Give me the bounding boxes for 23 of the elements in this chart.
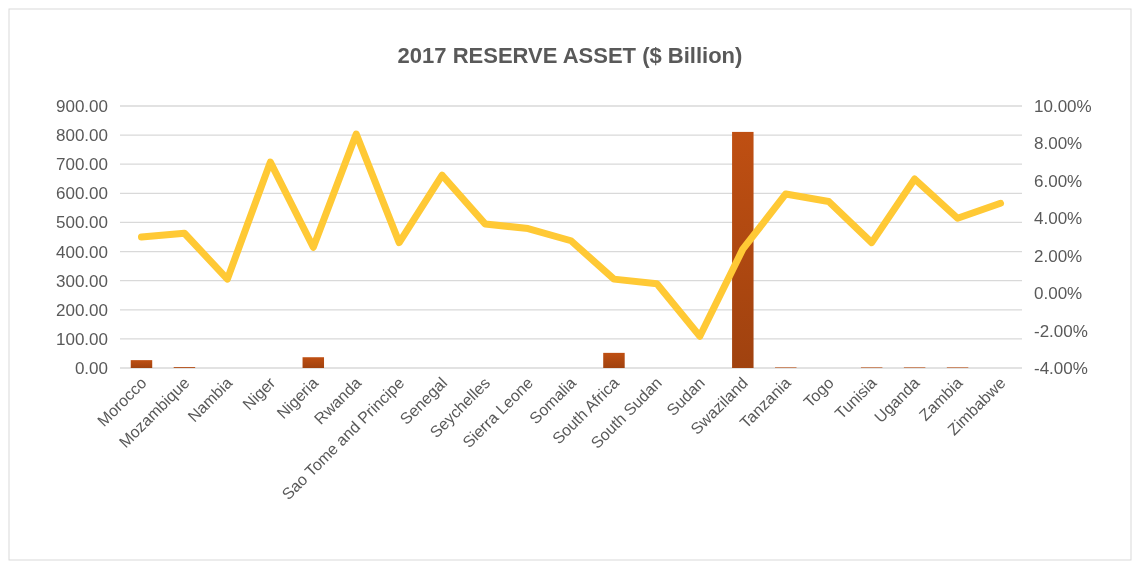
bar	[603, 352, 625, 368]
bar	[732, 131, 754, 368]
y2-tick-label: 10.00%	[1034, 96, 1092, 116]
y2-tick-label: 2.00%	[1034, 246, 1083, 266]
y2-tick-label: 4.00%	[1034, 209, 1083, 229]
y-tick-label: 900.00	[56, 96, 108, 116]
y2-tick-label: 0.00%	[1034, 284, 1083, 304]
y-tick-label: 600.00	[56, 184, 108, 204]
y-tick-label: 700.00	[56, 155, 108, 175]
y-tick-label: 200.00	[56, 300, 108, 320]
y2-tick-label: 6.00%	[1034, 171, 1083, 191]
y2-tick-label: -4.00%	[1034, 358, 1088, 378]
y-tick-label: 800.00	[56, 126, 108, 146]
bar	[302, 357, 325, 368]
bar	[130, 360, 153, 368]
y2-tick-label: -2.00%	[1034, 321, 1088, 341]
y-tick-label: 300.00	[56, 271, 108, 291]
y-tick-label: 100.00	[56, 329, 108, 349]
y2-tick-label: 8.00%	[1034, 134, 1083, 154]
chart-title: 2017 RESERVE ASSET ($ Billion)	[397, 43, 743, 68]
y-tick-label: 0.00	[74, 358, 108, 378]
y-tick-label: 500.00	[56, 213, 108, 233]
y-tick-label: 400.00	[56, 242, 108, 262]
